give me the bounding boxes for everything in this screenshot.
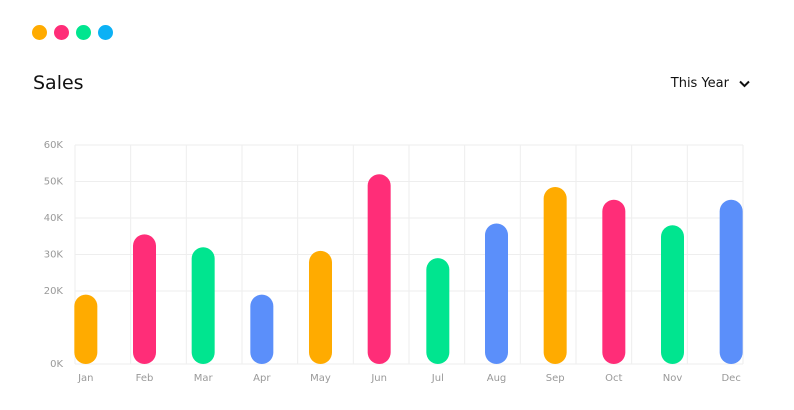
y-tick-label: 0K	[50, 359, 63, 370]
x-tick-label: Jun	[370, 373, 387, 384]
bar	[309, 250, 332, 364]
dot	[76, 25, 91, 40]
period-label: This Year	[670, 76, 729, 91]
dot	[32, 25, 47, 40]
dot	[54, 25, 69, 40]
x-tick-label: Jul	[431, 373, 444, 384]
bar	[661, 225, 684, 364]
x-tick-label: Aug	[487, 373, 507, 384]
y-tick-label: 20K	[44, 286, 64, 297]
y-tick-label: 40K	[44, 213, 64, 224]
bar	[191, 247, 215, 364]
period-dropdown[interactable]: This Year	[671, 76, 750, 91]
bar	[133, 234, 156, 364]
bar	[367, 174, 391, 364]
bar	[485, 223, 508, 364]
window-dots	[32, 25, 113, 40]
x-tick-label: Jan	[77, 373, 93, 384]
dot	[98, 25, 113, 40]
bar	[426, 258, 450, 364]
y-tick-label: 30K	[44, 250, 64, 261]
y-tick-label: 60K	[44, 140, 64, 151]
title: Sales	[33, 72, 84, 94]
x-tick-label: Sep	[546, 373, 565, 384]
bar	[602, 199, 626, 364]
x-tick-label: Apr	[253, 373, 271, 384]
bar	[74, 294, 98, 364]
chevron	[739, 80, 750, 87]
x-tick-label: May	[310, 373, 331, 384]
y-tick-label: 50K	[44, 177, 64, 188]
bar	[719, 199, 743, 364]
x-tick-label: Feb	[136, 373, 154, 384]
x-tick-label: Oct	[605, 373, 622, 384]
x-tick-label: Dec	[721, 373, 740, 384]
bar	[250, 294, 274, 364]
x-tick-label: Nov	[663, 373, 683, 384]
bar	[543, 186, 567, 364]
x-tick-label: Mar	[194, 373, 214, 384]
